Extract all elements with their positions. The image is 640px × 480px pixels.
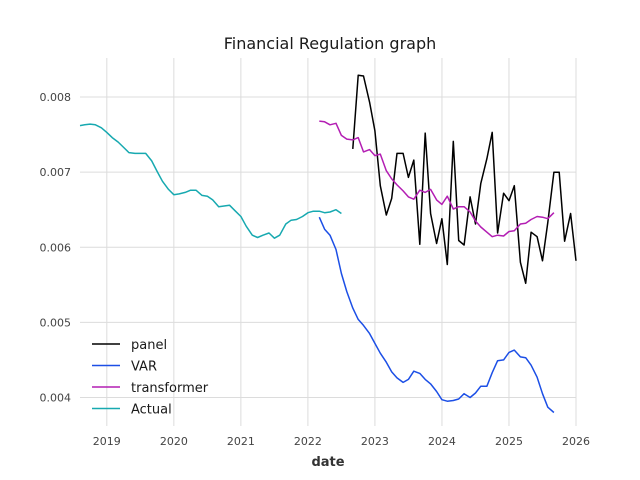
series-line-transformer [319,120,555,238]
y-tick-label-0.007: 0.007 [40,166,72,179]
chart-title: Financial Regulation graph [224,34,437,53]
legend-label-actual: Actual [131,403,172,418]
series-line-panel [352,74,577,285]
legend-label-panel: panel [131,338,167,353]
x-tick-label-2019: 2019 [93,435,121,448]
grid [80,58,577,426]
legend-label-var: VAR [131,360,157,375]
x-tick-label-2024: 2024 [428,435,456,448]
y-tick-label-0.006: 0.006 [40,241,72,254]
y-tick-label-0.005: 0.005 [40,316,72,329]
y-tick-label-0.004: 0.004 [40,391,72,404]
legend-label-transformer: transformer [131,381,209,396]
x-tick-label-2023: 2023 [361,435,389,448]
x-tick-label-2025: 2025 [495,435,523,448]
x-tick-label-2026: 2026 [562,435,590,448]
y-tick-label-0.008: 0.008 [40,91,72,104]
series-line-actual [79,123,342,239]
x-axis-label: date [311,455,344,470]
x-tick-label-2021: 2021 [227,435,255,448]
series-lines [79,74,577,414]
series-line-var [318,216,555,414]
legend: panel VAR transformer Actual [92,338,209,418]
x-tick-labels: 2019 2020 2021 2022 2023 2024 2025 2026 [93,435,590,448]
y-tick-labels: 0.004 0.005 0.006 0.007 0.008 [40,91,72,404]
x-tick-label-2022: 2022 [294,435,322,448]
x-tick-label-2020: 2020 [160,435,188,448]
